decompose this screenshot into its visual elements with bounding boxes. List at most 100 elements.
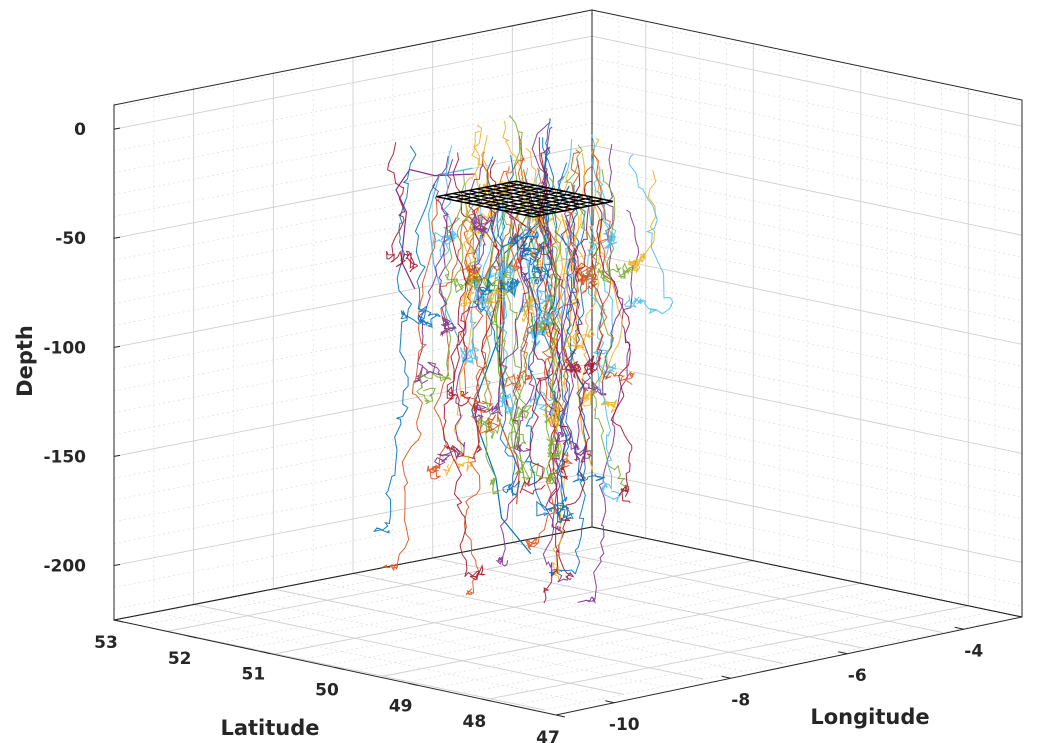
trajectory-line bbox=[592, 148, 635, 385]
trajectory-line bbox=[496, 203, 521, 299]
tick-mark bbox=[113, 454, 121, 457]
trajectory-line bbox=[459, 216, 481, 596]
grid-line bbox=[591, 428, 1023, 520]
grid-line bbox=[591, 472, 1023, 563]
z-tick-label: -50 bbox=[55, 229, 86, 249]
grid-line bbox=[591, 210, 1023, 302]
grid-line bbox=[193, 604, 624, 695]
grid-line bbox=[591, 101, 1023, 192]
y-tick-label: 51 bbox=[241, 665, 265, 685]
grid-line bbox=[591, 493, 1023, 585]
trajectory-line bbox=[485, 168, 541, 281]
z-tick-label: -100 bbox=[43, 338, 86, 358]
trajectory-line bbox=[434, 220, 486, 466]
trajectory-line bbox=[381, 196, 441, 572]
x-axis-label: Longitude bbox=[810, 705, 929, 729]
y-tick-label: 48 bbox=[462, 712, 486, 732]
release-grid-line bbox=[523, 198, 604, 216]
trajectory-line bbox=[558, 180, 592, 581]
grid-line bbox=[591, 123, 1023, 214]
trajectory-line bbox=[623, 154, 674, 315]
trajectory-line bbox=[564, 144, 630, 491]
release-grid-line bbox=[513, 196, 594, 214]
trajectory-line bbox=[442, 217, 487, 581]
trajectory-line bbox=[442, 174, 485, 477]
grid-line bbox=[233, 596, 664, 688]
trajectory-line bbox=[577, 209, 640, 604]
grid-line bbox=[591, 297, 1023, 389]
trajectory-line bbox=[463, 197, 517, 293]
trajectory-line bbox=[395, 168, 476, 289]
trajectory-line bbox=[578, 191, 603, 407]
tick-mark bbox=[838, 651, 848, 655]
release-grid-line bbox=[504, 194, 585, 212]
tick-mark bbox=[113, 127, 121, 130]
trajectory-line bbox=[542, 177, 562, 459]
release-grid-line bbox=[460, 191, 558, 213]
trajectory-line bbox=[521, 225, 556, 517]
tick-mark bbox=[605, 700, 615, 704]
trajectory-line bbox=[542, 153, 586, 427]
trajectory-line bbox=[499, 154, 540, 251]
z-tick-label: -150 bbox=[43, 447, 86, 467]
trajectory-line bbox=[432, 144, 460, 258]
grid-line bbox=[591, 166, 1023, 258]
trajectory-line bbox=[572, 155, 598, 283]
trajectory-line bbox=[466, 157, 524, 285]
grid-line bbox=[313, 580, 744, 672]
grid-line bbox=[591, 384, 1023, 476]
grid-line bbox=[153, 611, 584, 703]
grid-line bbox=[591, 14, 1023, 105]
trajectory-line bbox=[472, 156, 503, 314]
trajectory-line bbox=[476, 202, 516, 440]
trajectory-line bbox=[416, 183, 481, 405]
trajectory-line bbox=[586, 132, 618, 253]
z-tick-label: 0 bbox=[74, 120, 86, 140]
trajectory-line bbox=[400, 184, 441, 328]
grid-line bbox=[352, 573, 784, 664]
release-grid bbox=[436, 180, 614, 218]
tick-mark bbox=[954, 626, 964, 630]
trajectory-line bbox=[596, 204, 633, 504]
tick-mark bbox=[334, 667, 345, 670]
trajectory-series bbox=[373, 114, 674, 604]
grid-line bbox=[432, 557, 863, 649]
x-tick-label: -10 bbox=[609, 715, 640, 735]
trajectory-line bbox=[552, 219, 578, 580]
grid-line bbox=[591, 232, 1023, 323]
release-grid-line bbox=[476, 188, 574, 210]
y-tick-label: 52 bbox=[168, 649, 192, 669]
grid-line bbox=[552, 534, 983, 626]
grid-line bbox=[591, 57, 1023, 149]
release-grid-line bbox=[452, 192, 550, 215]
release-grid-outline bbox=[436, 180, 614, 218]
y-tick-label: 47 bbox=[536, 728, 560, 743]
tick-mark bbox=[408, 682, 418, 686]
z-axis-label: Depth bbox=[13, 325, 37, 397]
trajectory-line bbox=[565, 221, 592, 463]
grid-line bbox=[591, 450, 1023, 541]
trajectory-line bbox=[386, 142, 419, 273]
x-tick-label: -8 bbox=[731, 690, 750, 710]
trajectory-line bbox=[460, 218, 501, 364]
grid-line bbox=[472, 549, 903, 641]
y-axis-label: Latitude bbox=[220, 716, 319, 740]
grid-line bbox=[591, 275, 1023, 367]
tick-mark bbox=[113, 619, 124, 623]
trajectory-line bbox=[373, 145, 417, 534]
release-grid-line bbox=[494, 192, 575, 210]
tick-mark bbox=[261, 651, 271, 655]
tick-mark bbox=[187, 635, 197, 639]
grid-line bbox=[512, 542, 943, 633]
grid-line bbox=[392, 565, 823, 657]
tick-mark bbox=[113, 236, 121, 239]
grid-line bbox=[591, 515, 1023, 607]
x-tick-label: -6 bbox=[848, 666, 867, 686]
trajectory-line bbox=[503, 131, 530, 450]
grid-line bbox=[591, 79, 1023, 171]
trajectory-line bbox=[531, 167, 574, 469]
trajectory-line bbox=[627, 169, 657, 274]
grid-line bbox=[591, 188, 1023, 280]
trajectory-line bbox=[586, 195, 622, 503]
